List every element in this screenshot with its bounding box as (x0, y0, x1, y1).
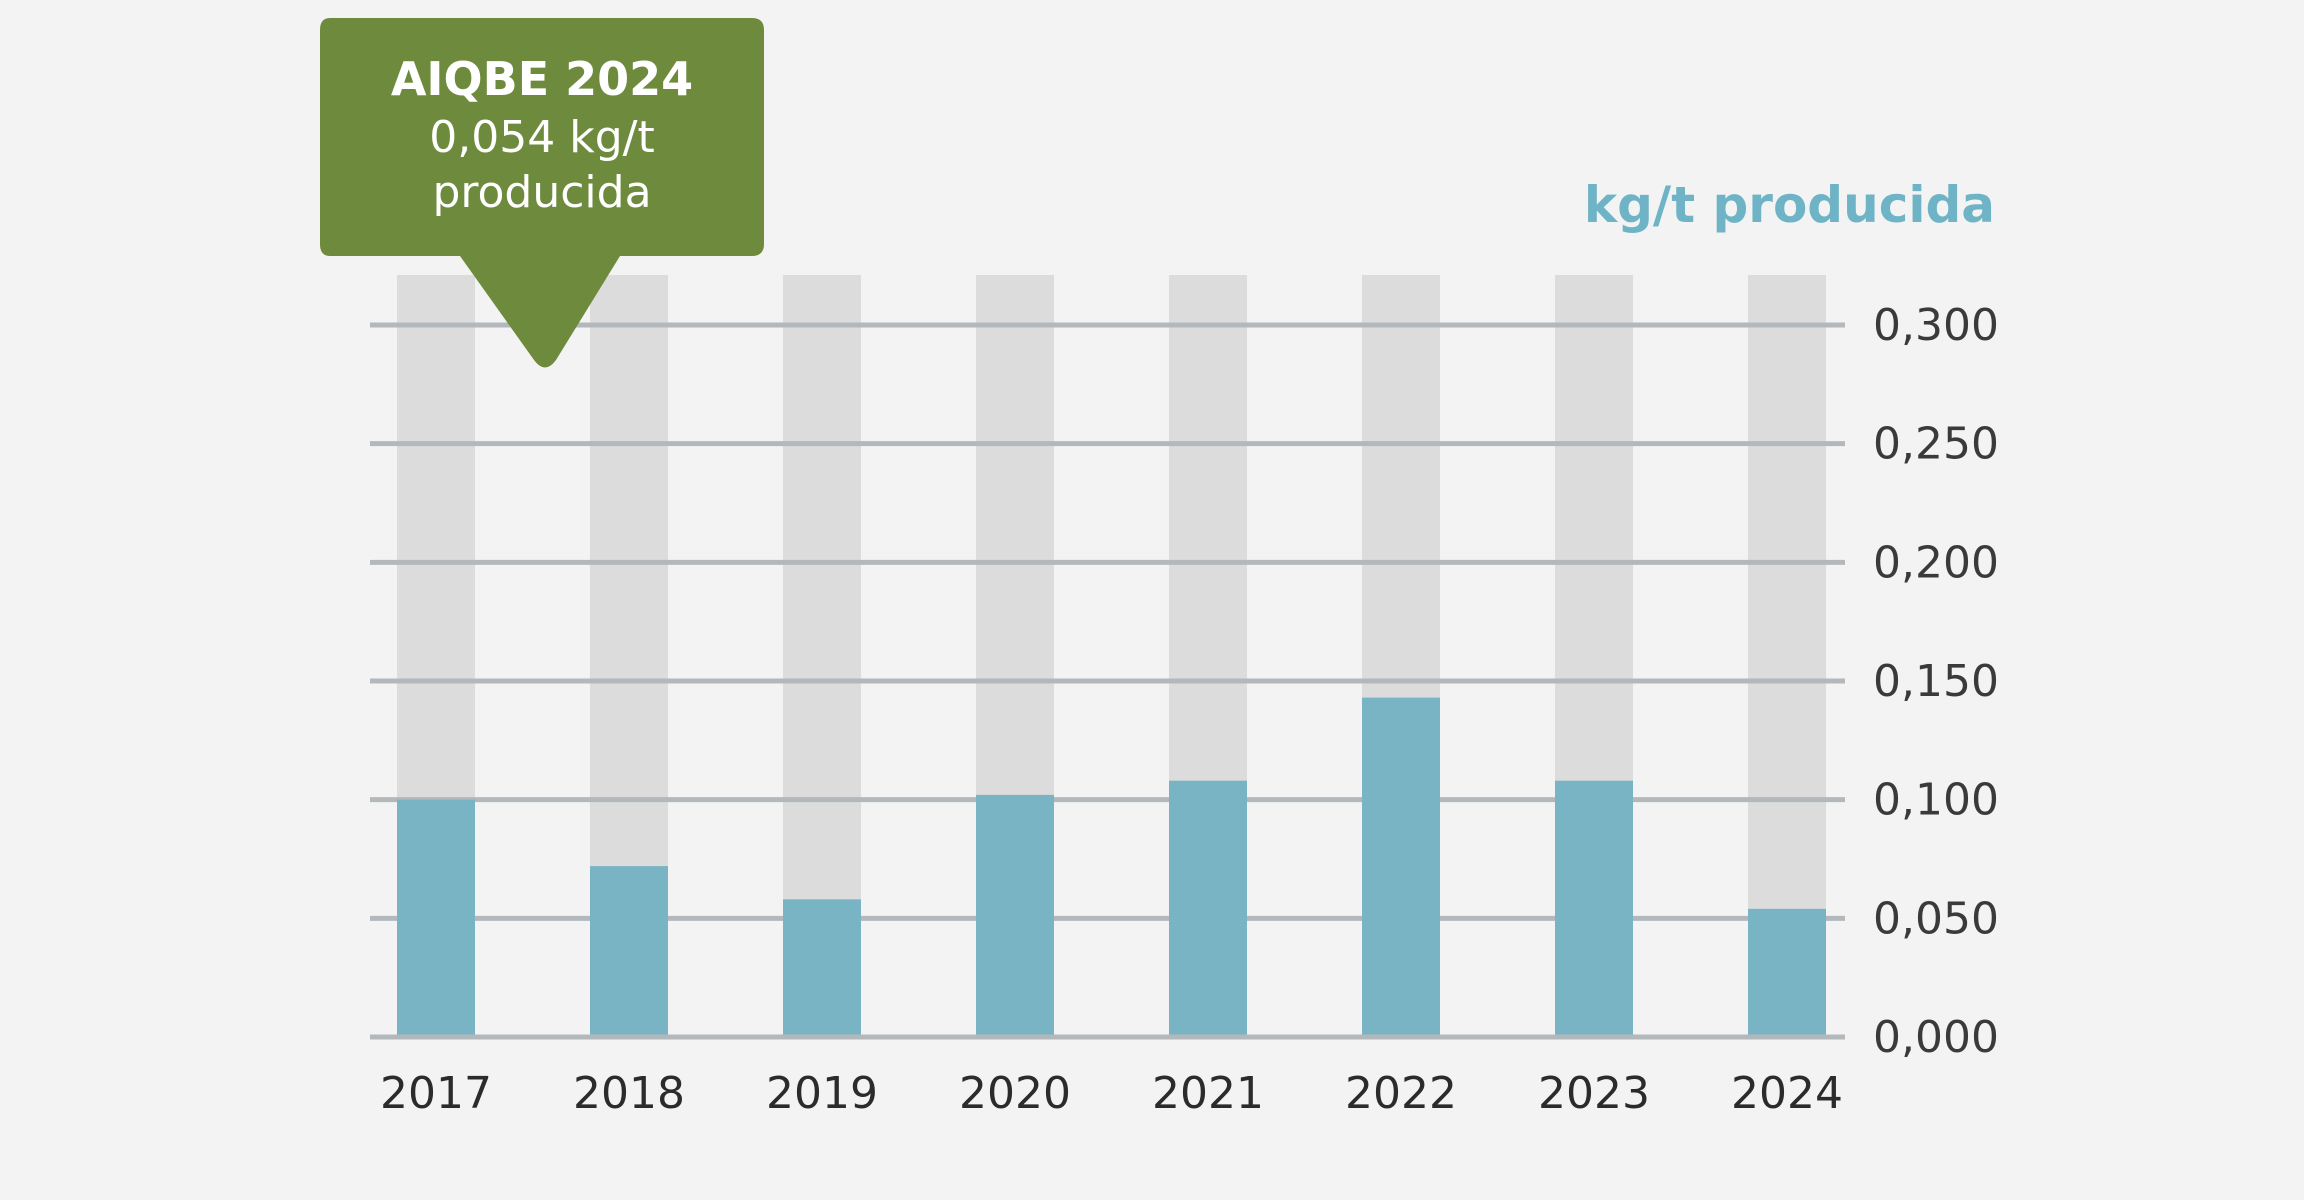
callout-value: 0,054 kg/t (429, 112, 654, 163)
x-tick-label: 2017 (380, 1068, 492, 1119)
bar (590, 866, 668, 1037)
x-tick-label: 2020 (959, 1068, 1071, 1119)
y-tick-label: 0,300 (1873, 300, 1999, 351)
bars (397, 697, 1826, 1037)
x-tick-label: 2024 (1731, 1068, 1843, 1119)
x-tick-label: 2021 (1152, 1068, 1264, 1119)
callout-title: AIQBE 2024 (391, 52, 693, 106)
y-axis-unit-label: kg/t producida (1584, 176, 1995, 234)
callout-unit: producida (432, 167, 651, 218)
bar (1555, 780, 1633, 1037)
y-tick-label: 0,250 (1873, 419, 1999, 470)
y-tick-label: 0,000 (1873, 1012, 1999, 1063)
x-tick-label: 2022 (1345, 1068, 1457, 1119)
x-tick-label: 2018 (573, 1068, 685, 1119)
bar (397, 799, 475, 1037)
bar (783, 899, 861, 1037)
x-tick-label: 2023 (1538, 1068, 1650, 1119)
bar (976, 794, 1054, 1037)
y-tick-label: 0,050 (1873, 893, 1999, 944)
y-tick-label: 0,100 (1873, 775, 1999, 826)
axes: 0,000 0,050 0,100 0,150 0,200 0,250 0,300 2017 2… (370, 300, 1999, 1119)
bar (1362, 697, 1440, 1037)
annotation-callout: AIQBE 2024 0,054 kg/t producida (320, 18, 764, 368)
y-tick-label: 0,150 (1873, 656, 1999, 707)
bar (1169, 780, 1247, 1037)
callout-box (320, 18, 764, 368)
x-tick-label: 2019 (766, 1068, 878, 1119)
y-tick-label: 0,200 (1873, 537, 1999, 588)
bar (1748, 908, 1826, 1037)
